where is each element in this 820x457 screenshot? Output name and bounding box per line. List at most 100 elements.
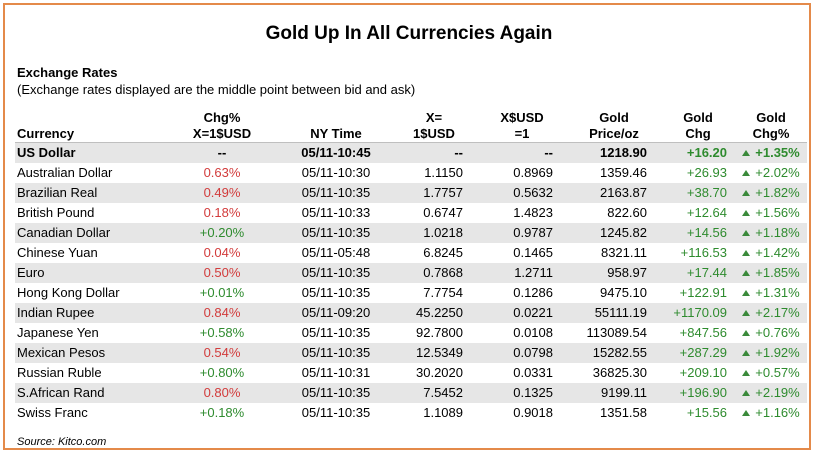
gold-chg-pct-value: +1.92% <box>755 345 800 360</box>
up-triangle-icon <box>742 150 751 156</box>
currency-name: Chinese Yuan <box>17 245 98 260</box>
chg-pct-cell: -- <box>163 142 281 163</box>
up-triangle-icon <box>742 390 751 396</box>
inverse-rate-cell: 0.0331 <box>513 365 553 380</box>
gold-chg-cell: +209.10 <box>679 365 727 380</box>
gold-chg-pct-cell: +1.56% <box>735 203 807 223</box>
inverse-rate-cell: 1.2711 <box>477 263 567 283</box>
up-triangle-icon <box>742 350 751 356</box>
gold-chg-cell: +116.53 <box>680 245 727 260</box>
rate-cell: 7.5452 <box>391 383 477 403</box>
gold-price-cell: 1245.82 <box>567 223 661 243</box>
gold-chg-cell: +196.90 <box>661 383 735 403</box>
gold-chg-pct-cell: +0.57% <box>735 363 807 383</box>
gold-chg-pct-cell: +1.42% <box>735 243 807 263</box>
rate-cell: 12.5349 <box>391 343 477 363</box>
table-row: British Pound 0.18% 05/11-10:33 0.6747 1.482… <box>15 203 807 223</box>
rate-cell: 45.2250 <box>391 303 477 323</box>
gold-chg-pct-cell: +1.35% <box>735 142 807 163</box>
chg-pct-cell: 0.49% <box>163 183 281 203</box>
ny-time-cell: 05/11-10:35 <box>281 223 391 243</box>
inverse-rate-cell: 0.1286 <box>513 285 553 300</box>
table-header: Currency Chg% X=1$USD NY Time X= 1$USD X$U… <box>15 104 807 143</box>
col-price: Gold Price/oz <box>589 110 639 141</box>
gold-chg-cell: +17.44 <box>661 263 735 283</box>
gold-chg-pct-value: +2.02% <box>755 165 800 180</box>
up-triangle-icon <box>742 210 751 216</box>
currency-name: Brazilian Real <box>15 183 163 203</box>
chg-pct-cell: 0.18% <box>203 205 241 220</box>
currency-name: Canadian Dollar <box>15 223 163 243</box>
gold-price-cell: 9475.10 <box>600 285 647 300</box>
chg-pct-cell: +0.80% <box>199 365 245 380</box>
rate-cell: 6.8245 <box>423 245 463 260</box>
up-triangle-icon <box>742 250 751 256</box>
ny-time-cell: 05/11-10:31 <box>301 365 371 380</box>
chg-pct-cell: 0.50% <box>163 263 281 283</box>
inverse-rate-cell: 0.8969 <box>513 165 553 180</box>
ny-time-cell: 05/11-10:35 <box>301 405 371 420</box>
rate-cell: 30.2020 <box>416 365 463 380</box>
inverse-rate-cell: 1.4823 <box>513 205 553 220</box>
gold-chg-cell: +12.64 <box>686 205 727 220</box>
rate-cell: 1.1150 <box>424 165 463 180</box>
gold-chg-pct-value: +1.18% <box>755 225 800 240</box>
rate-cell: 1.0218 <box>391 223 477 243</box>
gold-chg-cell: +14.56 <box>661 223 735 243</box>
rate-cell: 1.1089 <box>423 405 463 420</box>
gold-chg-cell: +122.91 <box>679 285 727 300</box>
up-triangle-icon <box>742 190 751 196</box>
gold-price-cell: 15282.55 <box>567 343 661 363</box>
inverse-rate-cell: 0.0798 <box>477 343 567 363</box>
up-triangle-icon <box>742 370 751 376</box>
currency-name: Mexican Pesos <box>15 343 163 363</box>
gold-chg-pct-cell: +1.16% <box>735 403 807 423</box>
rate-cell: 1.7757 <box>391 183 477 203</box>
col-x: X= 1$USD <box>413 110 455 141</box>
gold-price-cell: 113089.54 <box>586 325 648 340</box>
currency-name: US Dollar <box>15 142 163 163</box>
ny-time-cell: 05/11-10:35 <box>281 383 391 403</box>
ny-time-cell: 05/11-10:35 <box>281 263 391 283</box>
ny-time-cell: 05/11-10:30 <box>301 165 371 180</box>
gold-chg-pct-value: +1.42% <box>755 245 800 260</box>
ny-time-cell: 05/11-10:35 <box>281 183 391 203</box>
gold-price-cell: 36825.30 <box>592 365 647 380</box>
gold-chg-pct-value: +1.31% <box>755 285 800 300</box>
gold-price-cell: 1218.90 <box>567 142 661 163</box>
chg-pct-cell: 0.80% <box>163 383 281 403</box>
table-row: Indian Rupee 0.84% 05/11-09:20 45.2250 0.022… <box>15 303 807 323</box>
up-triangle-icon <box>742 270 751 276</box>
gold-chg-pct-cell: +1.85% <box>735 263 807 283</box>
gold-price-cell: 55111.19 <box>567 303 661 323</box>
col-gold-chg-pct: Gold Chg% <box>752 110 790 141</box>
table-row: Brazilian Real 0.49% 05/11-10:35 1.7757 0.56… <box>15 183 807 203</box>
table-row: Canadian Dollar +0.20% 05/11-10:35 1.0218 0.… <box>15 223 807 243</box>
currency-name: Swiss Franc <box>17 405 88 420</box>
chg-pct-cell: +0.58% <box>199 325 245 340</box>
gold-chg-pct-value: +2.17% <box>755 305 800 320</box>
col-chg: Chg% X=1$USD <box>192 110 252 141</box>
gold-chg-pct-value: +1.56% <box>755 205 800 220</box>
gold-chg-cell: +1170.09 <box>661 303 735 323</box>
gold-chg-pct-cell: +2.19% <box>735 383 807 403</box>
col-time: NY Time <box>310 126 362 141</box>
source-note: Source: Kitco.com <box>17 436 107 448</box>
gold-chg-pct-cell: +0.76% <box>735 323 807 343</box>
table-row: Russian Ruble +0.80% 05/11-10:31 30.2020 0.0… <box>15 363 807 383</box>
gold-chg-cell: +26.93 <box>686 165 727 180</box>
rate-cell: -- <box>391 142 477 163</box>
rate-cell: 7.7754 <box>423 285 463 300</box>
table-row: Australian Dollar 0.63% 05/11-10:30 1.1150 0… <box>15 163 807 183</box>
rate-cell: 92.7800 <box>416 325 463 340</box>
gold-chg-pct-value: +0.76% <box>755 325 800 340</box>
ny-time-cell: 05/11-10:33 <box>301 205 371 220</box>
currency-name: British Pound <box>17 205 95 220</box>
col-currency: Currency <box>17 126 75 141</box>
table-row: Swiss Franc +0.18% 05/11-10:35 1.1089 0.9018… <box>15 403 807 423</box>
gold-chg-pct-value: +1.82% <box>755 185 800 200</box>
currency-name: Indian Rupee <box>15 303 163 323</box>
inverse-rate-cell: -- <box>477 142 567 163</box>
up-triangle-icon <box>742 230 751 236</box>
chg-pct-cell: +0.01% <box>199 285 245 300</box>
